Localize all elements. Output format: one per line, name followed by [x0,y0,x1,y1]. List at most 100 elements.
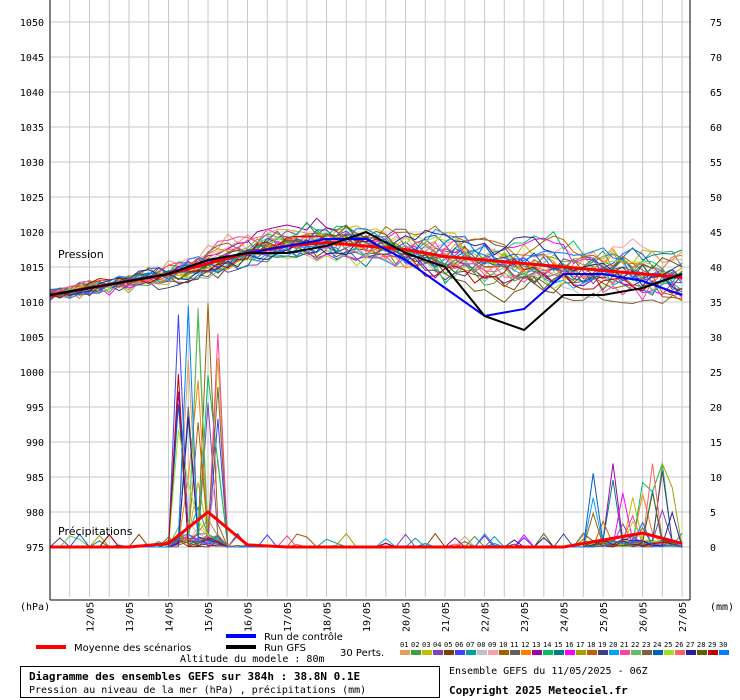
pert-legend-swatch [477,650,487,655]
pert-legend-swatch [620,650,630,655]
perts-legend-label: 30 Perts. [340,648,384,659]
pert-legend-swatch [466,650,476,655]
left-tick-label: 1010 [20,298,44,309]
right-tick-label: 70 [710,53,722,64]
x-date-label: 14/05 [165,602,176,632]
x-axis-dates: 12/05 13/05 14/05 15/05 16/05 17/05 18/05 19/05… [86,602,690,632]
pert-legend-number: 15 [554,641,562,649]
pert-pressure-line [49,230,683,296]
pert-legend-number: 06 [455,641,463,649]
pert-legend-number: 25 [664,641,672,649]
pert-legend-swatch [488,650,498,655]
right-tick-label: 35 [710,298,722,309]
pert-legend-number: 09 [488,641,496,649]
left-tick-label: 1005 [20,333,44,344]
pert-legend-number: 07 [466,641,474,649]
left-tick-label: 1050 [20,18,44,29]
left-tick-label: 995 [26,403,44,414]
x-date-label: 23/05 [520,602,531,632]
left-axis-ticks: 975 980 985 990 995 1000 1005 1010 1015 1020 1025 1… [20,18,44,554]
pert-legend-swatch [686,650,696,655]
pert-legend-number: 26 [675,641,683,649]
pert-legend-number: 24 [653,641,661,649]
pert-legend-swatch [631,650,641,655]
pert-legend-number: 28 [697,641,705,649]
right-tick-label: 65 [710,88,722,99]
left-tick-label: 985 [26,473,44,484]
x-date-label: 13/05 [125,602,136,632]
mean-legend-label: Moyenne des scénarios [74,642,191,654]
x-date-label: 16/05 [244,602,255,632]
right-tick-label: 15 [710,438,722,449]
left-tick-label: 980 [26,508,44,519]
right-tick-label: 10 [710,473,722,484]
pert-legend-swatch [499,650,509,655]
pert-legend-swatch [455,650,465,655]
chart-title: Diagramme des ensembles GEFS sur 384h : … [29,670,361,683]
pert-legend-swatch [400,650,410,655]
pert-legend-swatch [642,650,652,655]
pert-legend-swatch [532,650,542,655]
chart-axes [49,0,691,601]
pert-legend-number: 18 [587,641,595,649]
left-tick-label: 1045 [20,53,44,64]
left-tick-label: 1020 [20,228,44,239]
right-tick-label: 0 [710,543,716,554]
pert-legend-number: 12 [521,641,529,649]
left-tick-label: 1040 [20,88,44,99]
pert-legend-number: 21 [620,641,628,649]
x-date-label: 17/05 [283,602,294,632]
pert-pressure-line [50,228,683,299]
pert-pressure-line [49,231,683,297]
pert-legend-swatch [697,650,707,655]
pert-legend-swatch [565,650,575,655]
pert-legend-swatch [510,650,520,655]
right-tick-label: 20 [710,403,722,414]
chart-title-box: Diagramme des ensembles GEFS sur 384h : … [20,666,440,698]
pert-legend-number: 30 [719,641,727,649]
x-date-label: 24/05 [560,602,571,632]
pert-legend-swatch [433,650,443,655]
run-info: Ensemble GEFS du 11/05/2025 - 06Z [449,666,648,677]
x-date-label: 18/05 [323,602,334,632]
copyright: Copyright 2025 Meteociel.fr [449,684,628,697]
x-date-label: 12/05 [86,602,97,632]
right-tick-label: 5 [710,508,716,519]
pert-pressure-line [49,231,683,298]
gfs-pressure-line [49,230,683,332]
pert-legend-number: 17 [576,641,584,649]
pressure-panel-label: Pression [58,248,104,261]
x-date-label: 20/05 [402,602,413,632]
pert-legend-number: 05 [444,641,452,649]
pert-legend-number: 08 [477,641,485,649]
gfs-legend-label: Run GFS [264,643,306,654]
pert-legend-swatch [719,650,729,655]
x-date-label: 15/05 [204,602,215,632]
model-altitude: Altitude du modele : 80m [180,654,325,665]
pert-legend-swatch [598,650,608,655]
left-tick-label: 1030 [20,158,44,169]
pert-pressure-line [49,235,683,299]
right-axis-ticks: 0 5 10 15 20 25 30 35 40 45 50 55 60 65 70 75 [710,18,722,554]
pert-legend-swatch [444,650,454,655]
pert-legend-number: 16 [565,641,573,649]
pert-legend-number: 10 [499,641,507,649]
right-tick-label: 30 [710,333,722,344]
pert-legend-number: 02 [411,641,419,649]
right-axis-unit: (mm) [710,602,734,613]
mean-precip-line [50,510,683,549]
pert-legend-swatch [422,650,432,655]
right-tick-label: 60 [710,123,722,134]
right-tick-label: 55 [710,158,722,169]
left-tick-label: 975 [26,543,44,554]
pert-legend-number: 19 [598,641,606,649]
pert-legend-swatch [675,650,685,655]
left-axis-unit: (hPa) [20,602,50,613]
x-date-label: 25/05 [599,602,610,632]
pert-legend-number: 13 [532,641,540,649]
pert-legend-swatch [664,650,674,655]
right-tick-label: 40 [710,263,722,274]
pert-legend-number: 20 [609,641,617,649]
pert-legend-number: 14 [543,641,551,649]
